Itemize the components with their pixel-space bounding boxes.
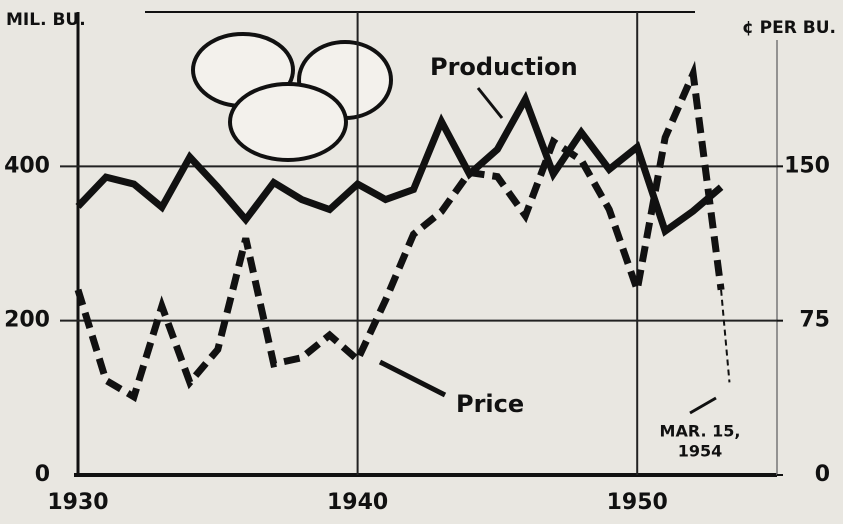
y2-tick-label: 0 (815, 462, 830, 487)
leader (478, 88, 502, 118)
leader (380, 362, 445, 395)
annotation: MAR. 15, (660, 422, 741, 441)
series-line (78, 74, 721, 397)
y-axis-label: MIL. BU. (6, 10, 86, 30)
leader (690, 398, 716, 413)
y-tick-label: 200 (4, 308, 50, 333)
y2-tick-label: 75 (799, 308, 830, 333)
y-tick-label: 0 (35, 462, 50, 487)
y-tick-label: 400 (4, 153, 50, 178)
series-line (78, 99, 721, 231)
latest-segment (721, 290, 729, 383)
x-tick-label: 1940 (327, 490, 388, 515)
y2-tick-label: 150 (784, 153, 830, 178)
potatoes-illustration (193, 34, 391, 160)
x-tick-label: 1930 (47, 490, 108, 515)
series-label: Price (456, 390, 524, 418)
annotation: 1954 (678, 442, 723, 461)
series-label: Production (430, 53, 578, 81)
chart: MIL. BU. ¢ PER BU. 0 200 400 0 75 150 1930 1940… (0, 0, 843, 524)
x-tick-label: 1950 (607, 490, 668, 515)
y2-axis-label: ¢ PER BU. (742, 18, 836, 38)
